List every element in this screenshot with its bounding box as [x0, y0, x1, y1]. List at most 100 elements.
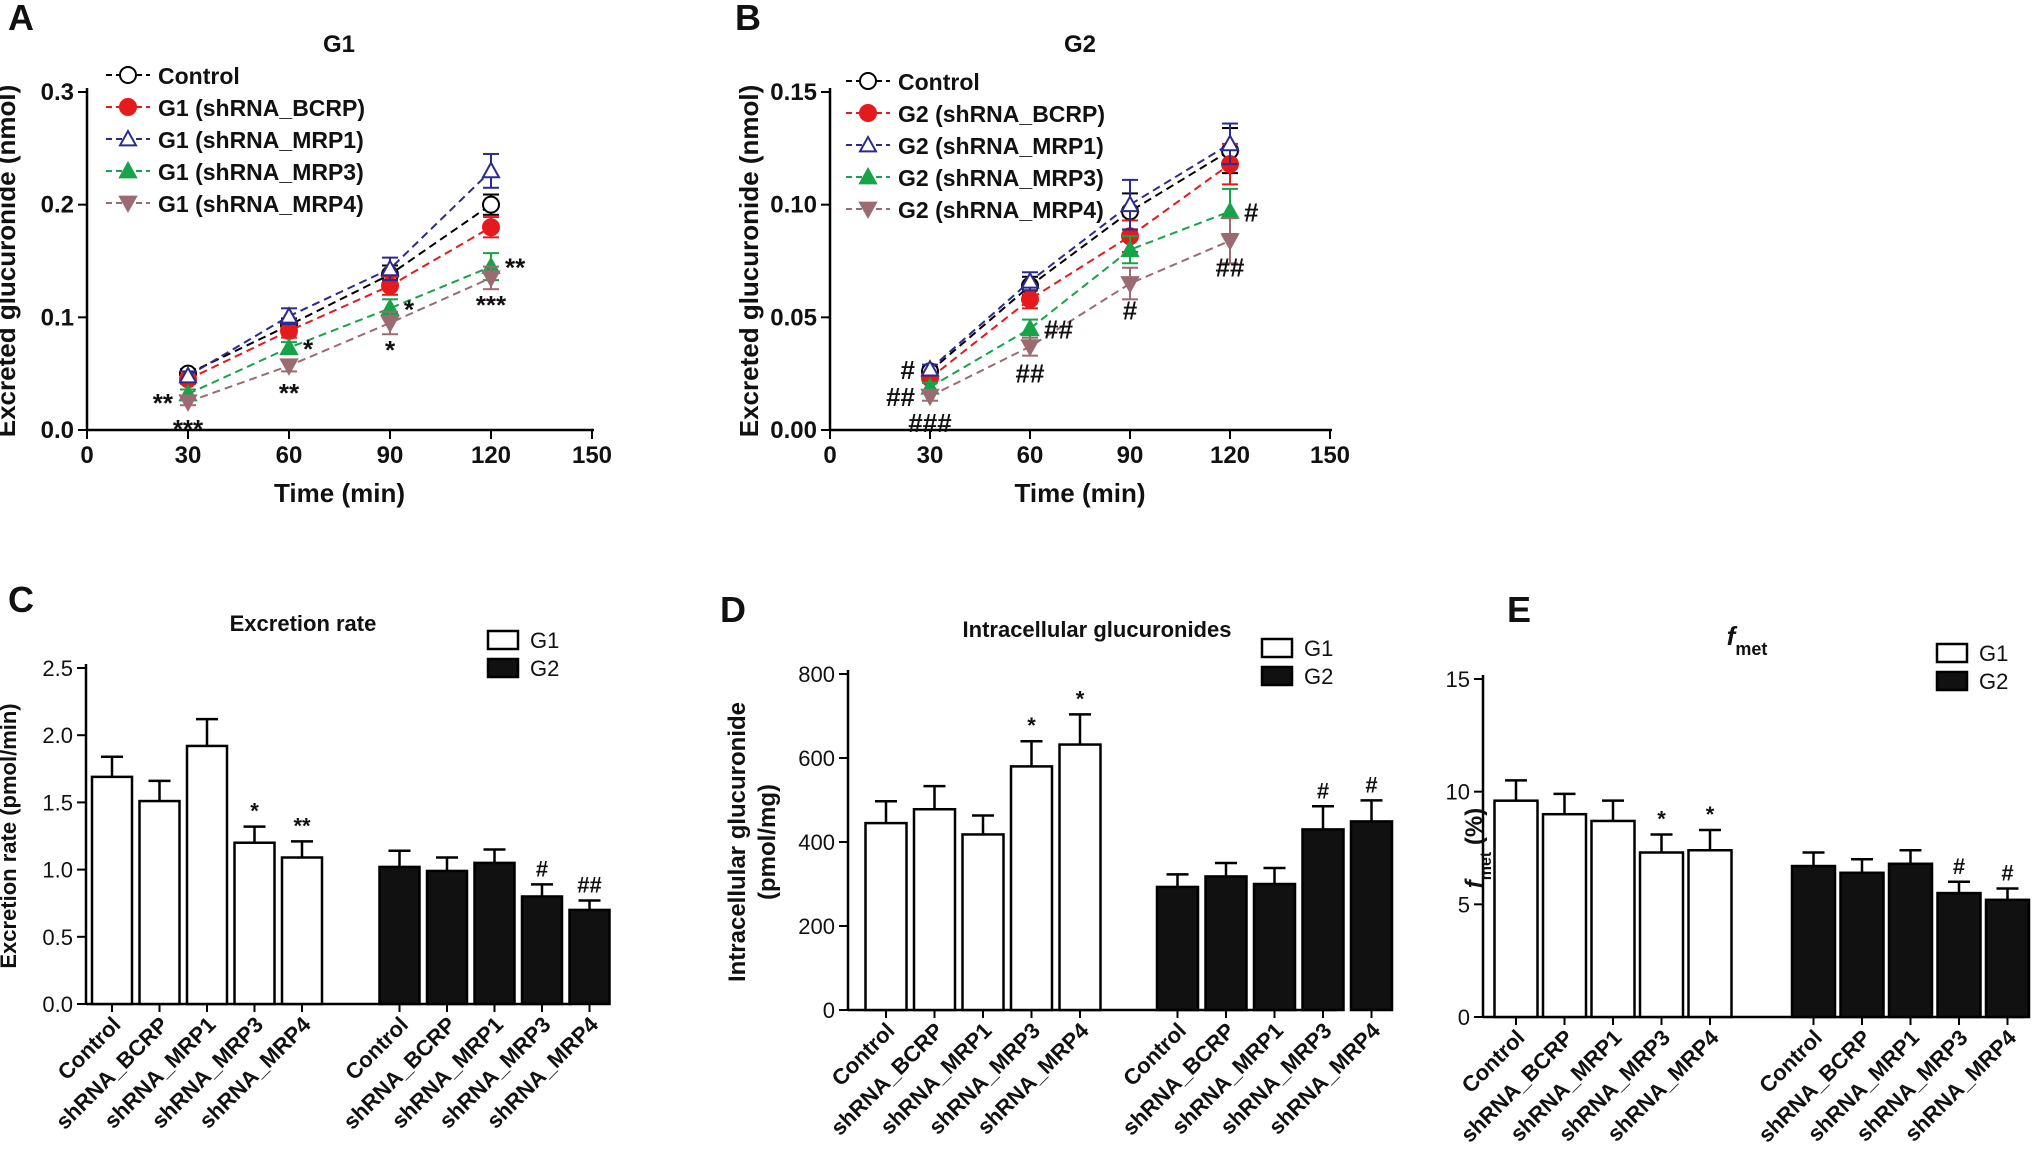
significance-mark: #	[1953, 854, 1965, 879]
y-tick-label: 0.2	[41, 192, 74, 219]
bar	[1009, 765, 1054, 1012]
legend-label: G1 (shRNA_MRP4)	[158, 191, 364, 217]
legend-label: Control	[898, 69, 980, 95]
bar	[1887, 862, 1934, 1019]
data-point	[482, 218, 500, 237]
bar	[378, 865, 421, 1006]
x-tick-label: 30	[175, 442, 202, 469]
y-tick-label: 600	[798, 746, 835, 771]
significance-mark: ##	[1016, 359, 1045, 389]
data-point	[1020, 318, 1040, 336]
series-mrp4: G2 (shRNA_MRP4)	[846, 197, 1240, 407]
legend-label: G1	[530, 628, 559, 653]
y-axis-label: fmet (%)	[1461, 808, 1495, 888]
x-tick-label: 90	[377, 442, 404, 469]
y-tick-label: 0.10	[770, 192, 817, 219]
x-tick-label: 60	[1017, 442, 1044, 469]
bar	[185, 744, 229, 1006]
y-axis-label: (pmol/mg)	[754, 784, 781, 900]
significance-mark: ##	[1216, 253, 1245, 283]
bar	[280, 856, 324, 1006]
chart-title: G2	[1064, 31, 1096, 58]
data-point	[1220, 201, 1240, 219]
series-line	[929, 163, 1231, 379]
data-point	[178, 394, 198, 412]
panel-letter: A	[8, 0, 34, 38]
y-tick-label: 200	[798, 914, 835, 939]
x-tick-label: 0	[823, 442, 836, 469]
data-point	[380, 258, 400, 277]
y-tick-label: 2.0	[42, 723, 73, 748]
x-tick-label: 150	[1310, 442, 1350, 469]
data-point	[1120, 276, 1140, 294]
y-tick-label: 0.00	[770, 417, 817, 444]
series-line	[187, 170, 492, 377]
significance-mark: **	[279, 378, 300, 408]
bar	[912, 807, 957, 1012]
legend-marker	[118, 160, 138, 179]
x-tick-label: 120	[471, 442, 511, 469]
legend-label: G2	[530, 656, 559, 681]
series-g2: ControlshRNA_BCRPshRNA_MRP1#shRNA_MRP3#s…	[1753, 669, 2031, 1147]
panel-c: C Excretion rate 0.0 0.5 1.0 1.5 2.0 2.5 Excreti…	[0, 579, 611, 1134]
panel-b: B G2 0 30 60 90 120 150 0.00 0.05 0.10 0.15 Time (mi…	[734, 0, 1350, 508]
data-point	[1220, 133, 1240, 152]
legend-label: G1	[1979, 641, 2008, 666]
x-tick-label: 90	[1117, 442, 1144, 469]
y-tick-label: 2.5	[42, 656, 73, 681]
bar	[1541, 812, 1588, 1019]
legend-marker	[119, 98, 137, 116]
y-tick-label: 0.15	[770, 79, 817, 106]
data-point	[380, 315, 400, 334]
bar	[1790, 864, 1837, 1019]
bar	[1638, 851, 1685, 1019]
data-point	[1120, 194, 1140, 213]
data-point	[482, 195, 500, 214]
data-point	[280, 321, 298, 340]
series-line	[929, 210, 1231, 389]
series-mrp1: G1 (shRNA_MRP1)	[106, 127, 501, 384]
data-point	[920, 359, 940, 377]
significance-mark: ##	[1044, 315, 1073, 345]
data-point	[1120, 239, 1140, 258]
significance-mark: ##	[577, 873, 601, 898]
y-tick-label: 15	[1446, 667, 1470, 692]
y-tick-label: 0	[1458, 1005, 1470, 1030]
series-line	[187, 265, 492, 395]
y-tick-label: 0.05	[770, 304, 817, 331]
data-point	[1021, 290, 1039, 309]
significance-mark: *	[385, 335, 396, 365]
series-mrp1: G2 (shRNA_MRP1)	[846, 122, 1240, 377]
bar	[1839, 871, 1885, 1019]
bar	[864, 821, 908, 1012]
y-tick-label: 800	[798, 662, 835, 687]
series-line	[929, 239, 1231, 398]
x-tick-label: 30	[917, 442, 944, 469]
y-axis-label: Excretion rate (pmol/min)	[0, 703, 21, 968]
panel-letter: B	[735, 0, 761, 38]
x-tick-label: 0	[80, 442, 93, 469]
y-axis-label: Excreted glucuronide (nmol)	[734, 85, 764, 438]
y-tick-label: 0.0	[41, 417, 74, 444]
series-g2: ControlshRNA_BCRPshRNA_MRP1#shRNA_MRP3#s…	[1117, 664, 1394, 1140]
legend-marker	[859, 72, 877, 90]
legend-label: G2	[1979, 669, 2008, 694]
y-tick-label: 400	[798, 830, 835, 855]
bar	[425, 869, 469, 1006]
chart-title: Excretion rate	[230, 611, 377, 636]
legend-label: G1 (shRNA_MRP3)	[158, 159, 364, 185]
bar	[568, 908, 611, 1006]
x-axis-label: Time (min)	[274, 478, 405, 508]
panel-letter: E	[1507, 589, 1531, 630]
significance-mark: *	[1027, 713, 1036, 738]
significance-mark: *	[303, 334, 314, 364]
panel-a: A G1 0 30 60 90 120 150 0.0 0.1 0.2 0.3 Time (min) Ex…	[0, 0, 612, 508]
significance-mark: #	[536, 856, 548, 881]
data-point	[920, 388, 940, 407]
bar	[90, 775, 134, 1006]
data-point	[481, 160, 501, 179]
legend-label: G2 (shRNA_BCRP)	[898, 101, 1105, 127]
chart-title: Intracellular glucuronides	[963, 617, 1232, 642]
data-point	[1020, 339, 1040, 357]
